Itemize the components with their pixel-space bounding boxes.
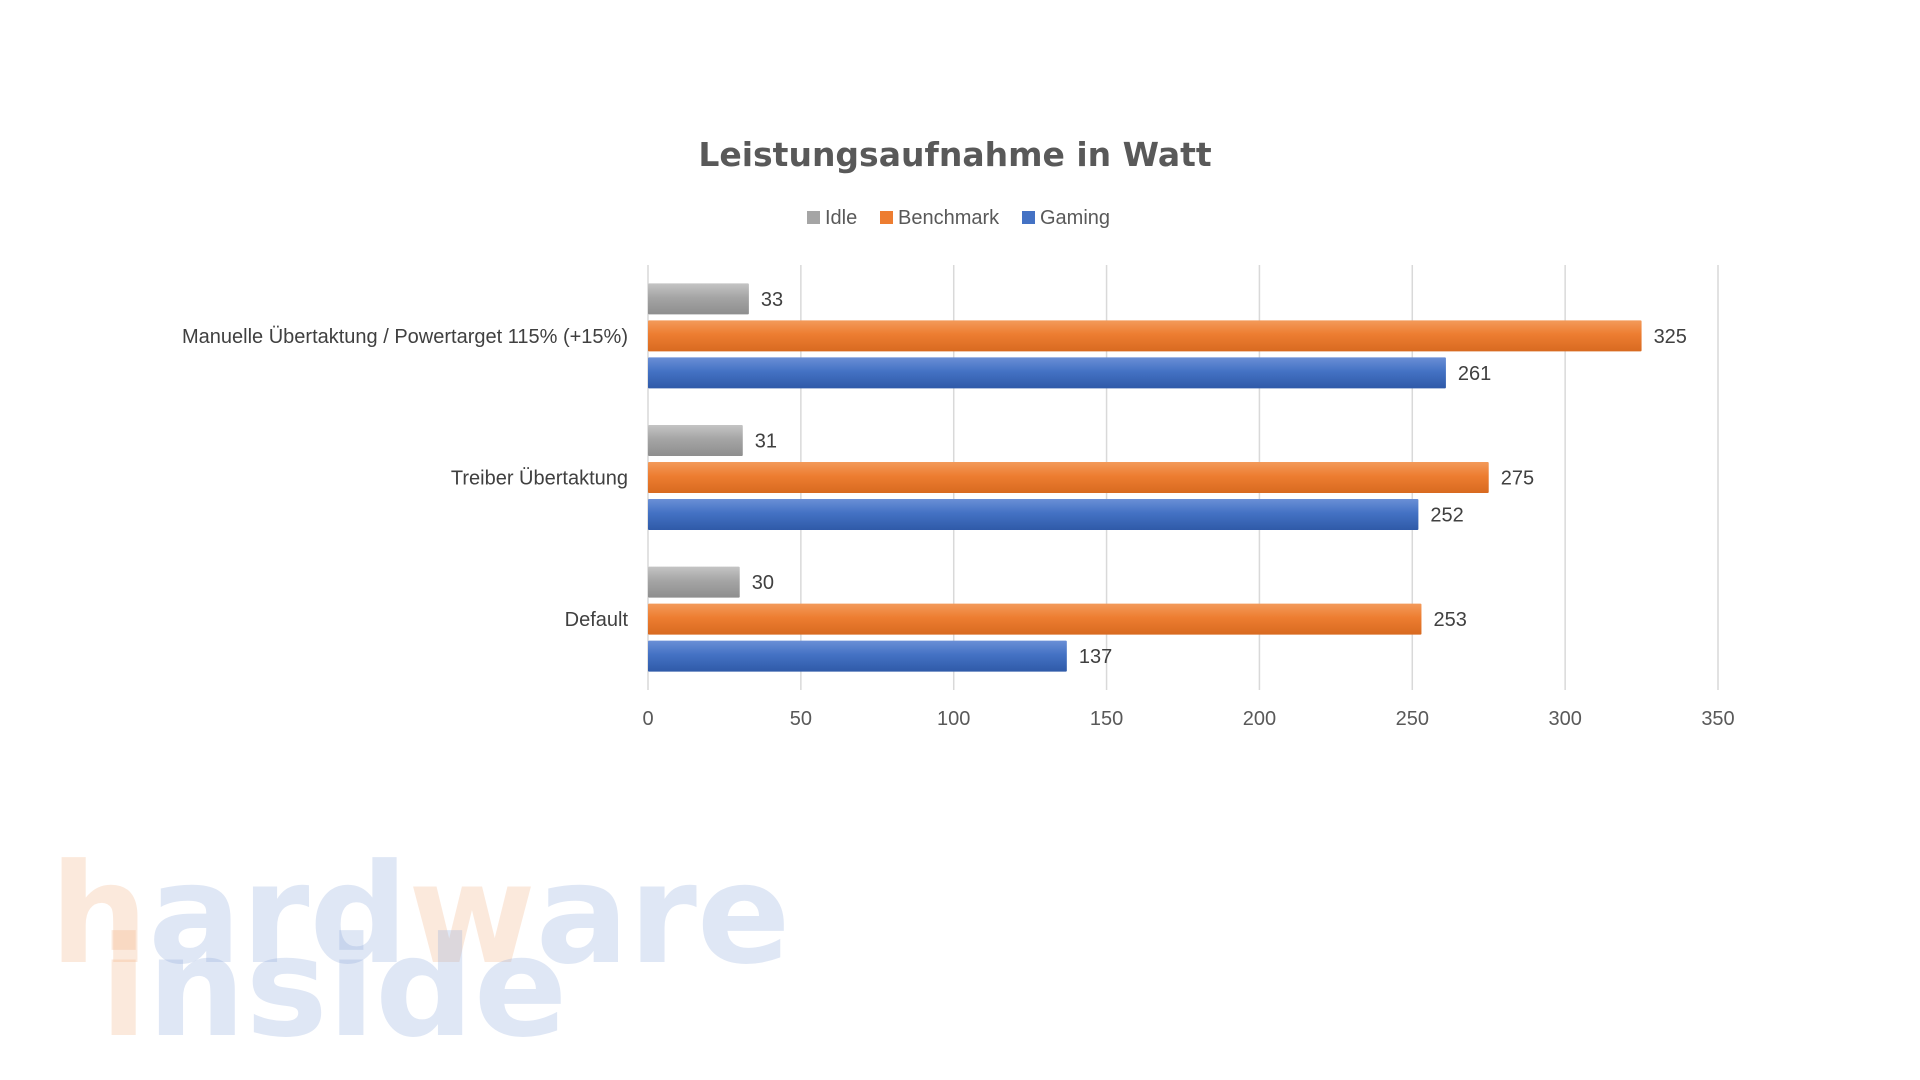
x-tick-label: 150 bbox=[1090, 708, 1123, 730]
watermark-part: h bbox=[50, 834, 148, 995]
data-label-benchmark: 275 bbox=[1501, 468, 1534, 490]
watermark-logo: hardware inside bbox=[50, 834, 791, 1068]
data-label-benchmark: 253 bbox=[1433, 609, 1466, 631]
data-label-gaming: 261 bbox=[1458, 363, 1491, 385]
bar-idle-2 bbox=[648, 566, 740, 598]
watermark-part: ard bbox=[148, 834, 408, 995]
watermark-part: are bbox=[536, 834, 791, 995]
bars bbox=[648, 283, 1642, 672]
legend-label-gaming: Gaming bbox=[1040, 207, 1110, 229]
bar-gaming-1 bbox=[648, 499, 1419, 530]
bar-gaming-2 bbox=[648, 640, 1067, 672]
x-tick-label: 200 bbox=[1243, 708, 1276, 730]
chart-title: Leistungsaufnahme in Watt bbox=[698, 135, 1212, 174]
data-label-idle: 31 bbox=[755, 431, 777, 453]
bar-benchmark-1 bbox=[648, 462, 1489, 493]
bar-idle-0 bbox=[648, 283, 749, 315]
watermark-part: i bbox=[100, 907, 147, 1068]
data-labels: 33 325 261 31 275 252 30 253 137 bbox=[752, 289, 1687, 668]
x-tick-label: 100 bbox=[937, 708, 970, 730]
category-labels: Manuelle Übertaktung / Powertarget 115% … bbox=[182, 326, 628, 631]
legend-swatch-gaming bbox=[1022, 211, 1035, 224]
data-label-idle: 33 bbox=[761, 289, 783, 311]
watermark-line-2: inside bbox=[100, 907, 567, 1068]
legend-label-benchmark: Benchmark bbox=[898, 207, 1000, 229]
legend-swatch-idle bbox=[807, 211, 820, 224]
legend: Idle Benchmark Gaming bbox=[807, 207, 1110, 229]
x-tick-label: 350 bbox=[1701, 708, 1734, 730]
legend-label-idle: Idle bbox=[825, 207, 857, 229]
x-axis-ticks: 0 50 100 150 200 250 300 350 bbox=[642, 708, 1734, 730]
category-label: Treiber Übertaktung bbox=[451, 468, 628, 490]
category-label: Manuelle Übertaktung / Powertarget 115% … bbox=[182, 326, 628, 348]
legend-swatch-benchmark bbox=[880, 211, 893, 224]
x-tick-label: 0 bbox=[642, 708, 653, 730]
bar-benchmark-0 bbox=[648, 320, 1642, 352]
bar-gaming-0 bbox=[648, 357, 1446, 389]
bar-benchmark-2 bbox=[648, 603, 1422, 635]
data-label-idle: 30 bbox=[752, 572, 774, 594]
watermark-part: nside bbox=[147, 907, 567, 1068]
data-label-gaming: 137 bbox=[1079, 646, 1112, 668]
bar-idle-1 bbox=[648, 425, 743, 456]
category-label: Default bbox=[565, 609, 629, 631]
watermark-line-1: hardware bbox=[50, 834, 791, 995]
x-tick-label: 250 bbox=[1396, 708, 1429, 730]
x-tick-label: 300 bbox=[1548, 708, 1581, 730]
watermark-part: w bbox=[408, 834, 536, 995]
data-label-benchmark: 325 bbox=[1654, 326, 1687, 348]
data-label-gaming: 252 bbox=[1430, 505, 1463, 527]
x-tick-label: 50 bbox=[790, 708, 812, 730]
